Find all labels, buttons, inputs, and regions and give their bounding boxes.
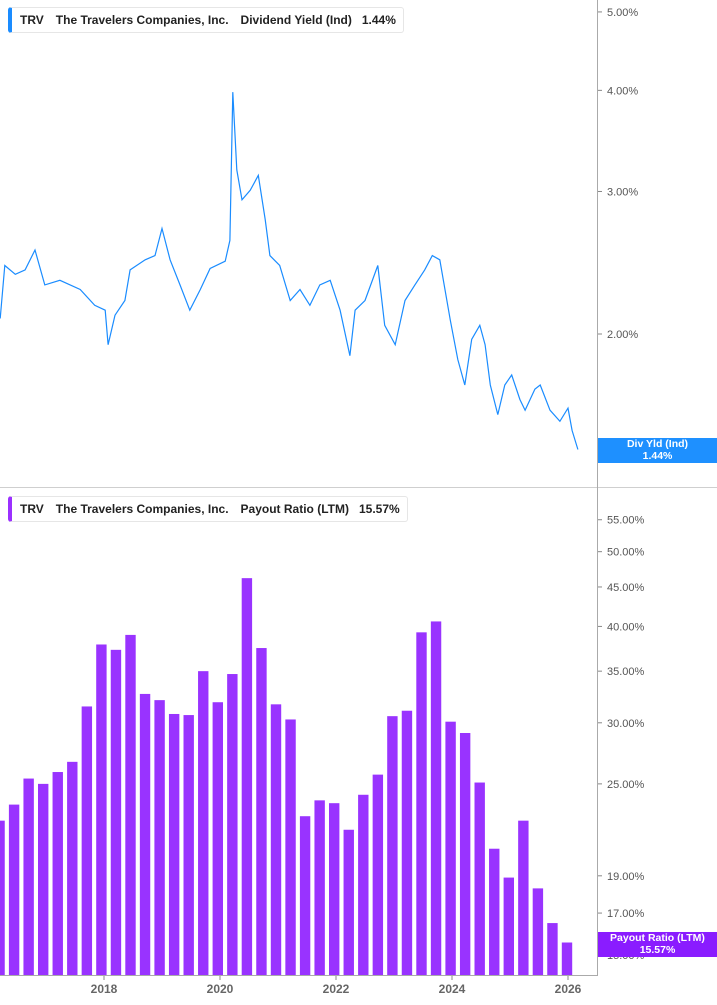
- dividend-yield-price-tag: Div Yld (Ind) 1.44%: [598, 438, 717, 463]
- payout-bar: [154, 700, 165, 975]
- legend-company: The Travelers Companies, Inc.: [55, 502, 229, 516]
- payout-bar: [168, 713, 180, 975]
- legend-value: 1.44%: [361, 13, 396, 27]
- payout-bar: [81, 706, 93, 975]
- payout-bar: [285, 719, 296, 975]
- payout-bar: [503, 877, 514, 975]
- payout-bars: [0, 578, 573, 975]
- payout-bar: [38, 783, 49, 975]
- payout-bar: [489, 848, 500, 975]
- payout-bar: [430, 621, 442, 975]
- payout-bar: [139, 693, 151, 975]
- payout-bar: [256, 648, 267, 975]
- payout-y-tick-label: 55.00%: [607, 515, 645, 527]
- legend-metric: Dividend Yield (Ind): [240, 13, 352, 27]
- payout-bar: [314, 800, 325, 975]
- payout-bar: [52, 772, 63, 975]
- payout-bar: [329, 803, 340, 975]
- payout-bar: [547, 923, 558, 975]
- tag-value: 15.57%: [639, 943, 676, 956]
- payout-bar: [401, 710, 413, 975]
- payout-bar: [299, 816, 311, 975]
- payout-bar: [198, 671, 209, 975]
- payout-bar: [561, 942, 573, 975]
- payout-bar: [518, 820, 529, 975]
- dividend-yield-line: [0, 92, 579, 450]
- yield-y-tick-label: 5.00%: [607, 7, 638, 19]
- x-tick-label: 2018: [91, 982, 118, 996]
- payout-y-tick-label: 17.00%: [607, 908, 645, 920]
- payout-bar: [270, 704, 282, 975]
- payout-bar: [387, 716, 398, 975]
- payout-bar: [445, 721, 456, 975]
- payout-bar: [474, 782, 485, 975]
- legend-ticker: TRV: [20, 13, 44, 27]
- payout-y-tick-label: 25.00%: [607, 779, 645, 791]
- payout-bar: [532, 888, 544, 975]
- payout-bar: [183, 715, 194, 975]
- x-tick-label: 2024: [439, 982, 466, 996]
- payout-bar: [343, 829, 354, 975]
- axis-ticks: 5.00% 4.00% 3.00% 2.00% 55.00% 50.00% 45.00% 40…: [91, 7, 645, 996]
- x-tick-label: 2020: [207, 982, 234, 996]
- payout-ratio-price-tag: Payout Ratio (LTM) 15.57%: [598, 932, 717, 957]
- payout-bar: [358, 794, 369, 975]
- payout-bar: [416, 632, 427, 975]
- legend-metric: Payout Ratio (LTM): [240, 502, 349, 516]
- payout-bar: [227, 674, 238, 975]
- payout-y-tick-label: 50.00%: [607, 547, 645, 559]
- payout-bar: [125, 634, 136, 975]
- payout-bar: [23, 778, 34, 975]
- legend-value: 15.57%: [358, 502, 400, 516]
- payout-y-tick-label: 40.00%: [607, 621, 645, 633]
- payout-y-tick-label: 45.00%: [607, 582, 645, 594]
- yield-y-tick-label: 2.00%: [607, 329, 638, 341]
- payout-bar: [372, 774, 384, 975]
- legend-company: The Travelers Companies, Inc.: [55, 13, 229, 27]
- dividend-yield-legend: TRV The Travelers Companies, Inc. Divide…: [8, 7, 404, 33]
- payout-bar: [459, 732, 471, 975]
- payout-bar: [0, 820, 5, 975]
- legend-ticker: TRV: [20, 502, 44, 516]
- payout-y-tick-label: 30.00%: [607, 718, 645, 730]
- payout-y-tick-label: 35.00%: [607, 666, 645, 678]
- tag-value: 1.44%: [642, 449, 673, 462]
- x-tick-label: 2026: [555, 982, 582, 996]
- yield-y-tick-label: 4.00%: [607, 85, 638, 97]
- yield-y-tick-label: 3.00%: [607, 186, 638, 198]
- tag-label: Div Yld (Ind): [626, 438, 689, 450]
- payout-bar: [67, 761, 78, 975]
- payout-bar: [110, 649, 122, 975]
- payout-ratio-legend: TRV The Travelers Companies, Inc. Payout…: [8, 496, 408, 522]
- payout-bar: [8, 804, 20, 975]
- payout-bar: [212, 702, 223, 975]
- payout-bar: [96, 644, 107, 975]
- tag-label: Payout Ratio (LTM): [610, 932, 705, 944]
- payout-y-tick-label: 19.00%: [607, 871, 645, 883]
- payout-bar: [241, 578, 253, 975]
- x-tick-label: 2022: [323, 982, 350, 996]
